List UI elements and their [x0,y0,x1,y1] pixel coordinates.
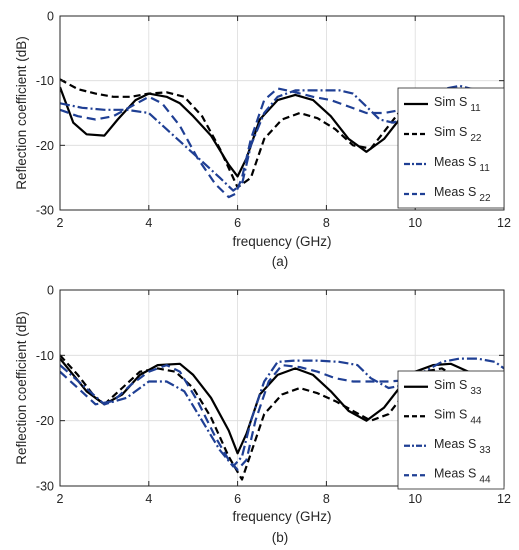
x-tick-label: 4 [145,216,152,230]
legend-entry-name: Sim S [434,95,467,109]
legend-entry-subscript: 22 [470,133,482,144]
legend-entry-subscript: 44 [479,474,491,485]
legend-entry-label: Meas S 44 [434,466,491,485]
x-tick-label: 2 [57,216,64,230]
x-tick-label: 6 [234,216,241,230]
legend-entry-name: Meas S [434,155,476,169]
legend-entry-name: Meas S [434,437,476,451]
x-tick-label: 10 [408,216,422,230]
x-axis-label: frequency (GHz) [232,234,331,249]
legend-box [397,370,505,490]
x-tick-label: 12 [497,492,511,506]
legend-entry-subscript: 11 [470,103,481,114]
x-tick-label: 6 [234,492,241,506]
legend-entry-label: Meas S 11 [434,155,490,174]
series-line-meas-s-33 [60,357,504,468]
y-tick-label: -20 [36,139,54,153]
legend-entry-label: Sim S 44 [434,407,482,426]
y-tick-label: -10 [36,74,54,88]
y-tick-label: -20 [36,414,54,428]
y-axis-label: Reflection coefficient (dB) [14,311,29,465]
legend-entry-subscript: 11 [479,163,490,174]
y-tick-label: -30 [36,480,54,494]
x-tick-label: 8 [323,492,330,506]
x-tick-label: 8 [323,216,330,230]
x-tick-label: 12 [497,216,511,230]
y-tick-label: 0 [47,10,54,24]
legend-entry-name: Meas S [434,185,476,199]
x-tick-label: 10 [408,492,422,506]
legend-entry-subscript: 33 [470,386,482,397]
panel-caption: (a) [272,254,289,269]
legend-entry-label: Sim S 11 [434,95,481,114]
y-tick-label: -10 [36,349,54,363]
legend-entry-name: Sim S [434,378,467,392]
y-axis-label: Reflection coefficient (dB) [14,36,29,190]
legend-entry-label: Sim S 22 [434,125,482,144]
chart-panel-a: 2 4 6 8 10 12 0 -10 -20 -30 frequency (GHz) Reflect… [14,10,511,270]
legend-box [397,87,505,209]
y-tick-label: -30 [36,204,54,218]
series-line-meas-s-22 [60,87,504,199]
y-tick-label: 0 [47,284,54,298]
legend-entry-label: Meas S 22 [434,185,491,204]
legend-entry-label: Sim S 33 [434,378,482,397]
panel-caption: (b) [272,530,289,545]
legend-entry-name: Sim S [434,125,467,139]
chart-panel-b: 2 4 6 8 10 12 0 -10 -20 -30 frequency (GHz) Reflect… [14,284,511,546]
series-line-sim-s-44 [60,354,504,481]
x-tick-label: 4 [145,492,152,506]
legend-entry-subscript: 22 [479,193,491,204]
legend-entry-name: Sim S [434,407,467,421]
legend-entry-subscript: 33 [479,445,491,456]
legend-entry-subscript: 44 [470,415,482,426]
x-tick-label: 2 [57,492,64,506]
legend-entry-name: Meas S [434,466,476,480]
legend-entry-label: Meas S 33 [434,437,491,456]
x-axis-label: frequency (GHz) [232,509,331,524]
